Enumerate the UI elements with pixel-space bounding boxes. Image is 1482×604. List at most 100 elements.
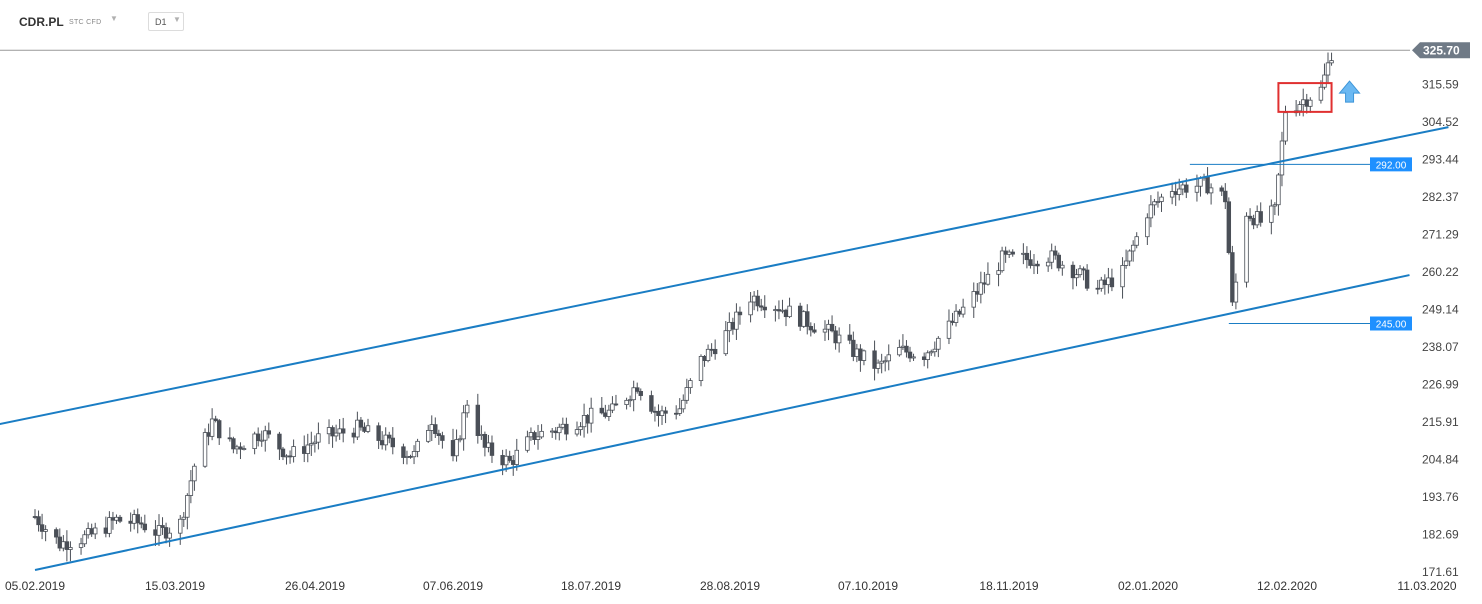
candle <box>929 349 934 356</box>
date-tick-label: 02.01.2020 <box>1118 579 1178 593</box>
price-tick-label: 293.44 <box>1422 152 1459 166</box>
candle-body <box>762 306 767 311</box>
candle-body <box>1049 250 1054 263</box>
candle <box>610 396 615 414</box>
candle <box>82 530 87 547</box>
candle <box>702 355 707 367</box>
candle <box>1120 257 1125 299</box>
candles-layer <box>32 52 1334 562</box>
candle-body <box>886 354 891 362</box>
candle <box>801 310 806 328</box>
candle <box>280 446 286 461</box>
candle <box>1155 191 1161 208</box>
candle-body <box>581 415 587 428</box>
candle <box>252 431 257 455</box>
price-tick-label: 315.59 <box>1422 77 1459 91</box>
candle-body <box>503 455 509 466</box>
candle <box>1056 252 1061 272</box>
candle <box>1031 254 1037 275</box>
candle <box>464 399 470 418</box>
candle <box>762 295 767 318</box>
timeframe-select[interactable]: D1 ▼ <box>148 12 184 31</box>
candle-body <box>464 404 470 414</box>
candle <box>103 516 109 538</box>
candle-body <box>482 433 488 448</box>
candle-body <box>1006 251 1012 255</box>
candle-body <box>712 348 718 355</box>
candle <box>500 449 505 476</box>
symbol-label[interactable]: CDR.PL <box>19 15 64 29</box>
candle-body <box>57 536 62 549</box>
candle <box>1258 202 1263 227</box>
candle <box>234 444 240 455</box>
candle-body <box>1060 264 1065 269</box>
candle <box>925 350 930 369</box>
candle <box>461 405 466 451</box>
candle <box>535 424 541 450</box>
candle-body <box>759 305 764 308</box>
candle-body <box>1233 281 1239 303</box>
date-tick-label: 05.02.2019 <box>5 579 65 593</box>
candle-body <box>408 455 413 458</box>
candle-body <box>635 387 640 392</box>
candle <box>379 431 385 450</box>
candle <box>1130 240 1136 262</box>
candle <box>1325 52 1331 83</box>
candle-body <box>826 323 831 330</box>
candle-body <box>206 432 211 437</box>
candle-body <box>234 446 240 450</box>
chevron-down-icon: ▼ <box>173 15 181 24</box>
candle <box>436 429 442 445</box>
candle-body <box>1106 277 1111 286</box>
candle <box>1226 197 1232 255</box>
candle-body <box>1031 263 1037 266</box>
candle <box>57 528 62 552</box>
candle <box>1024 246 1030 269</box>
chevron-down-icon[interactable]: ▼ <box>110 14 118 23</box>
candle-body <box>659 410 665 416</box>
candle <box>1318 80 1324 104</box>
price-tick-label: 260.22 <box>1422 265 1459 279</box>
candle <box>1322 63 1327 90</box>
price-tick-label: 304.52 <box>1422 115 1459 129</box>
candle <box>550 427 555 438</box>
candle-body <box>489 442 495 456</box>
candle-body <box>833 330 838 344</box>
candle-body <box>64 541 70 550</box>
candle <box>829 315 835 333</box>
candle-body <box>1077 268 1083 276</box>
candle <box>1081 266 1086 281</box>
candle-body <box>1102 279 1108 286</box>
price-tick-label: 226.99 <box>1422 377 1459 391</box>
candle-body <box>287 455 293 458</box>
candle <box>960 298 966 318</box>
candle <box>883 356 888 372</box>
candle <box>900 334 906 351</box>
candle <box>826 319 831 341</box>
candle <box>603 404 608 419</box>
candle <box>362 422 367 433</box>
candle <box>64 530 70 562</box>
candle-body <box>163 527 169 539</box>
candle <box>812 323 817 334</box>
candle-body <box>160 525 165 528</box>
level-badge <box>1370 157 1412 172</box>
instrument-type-label: STC CFD <box>69 19 102 26</box>
candle <box>1198 176 1203 197</box>
candle-body <box>1021 252 1026 255</box>
candle-body <box>387 434 392 439</box>
candle-body <box>1308 99 1313 107</box>
candle <box>759 298 764 312</box>
candle-body <box>1230 252 1235 303</box>
candle <box>805 304 810 335</box>
candle-body <box>851 339 856 357</box>
candle <box>1045 257 1051 272</box>
candle-body <box>139 522 144 525</box>
candle-body <box>365 425 371 432</box>
candle-body <box>280 448 286 458</box>
candle-body <box>263 430 268 441</box>
candle <box>684 378 690 404</box>
candle-body <box>1226 201 1232 254</box>
candle-body <box>450 440 456 457</box>
